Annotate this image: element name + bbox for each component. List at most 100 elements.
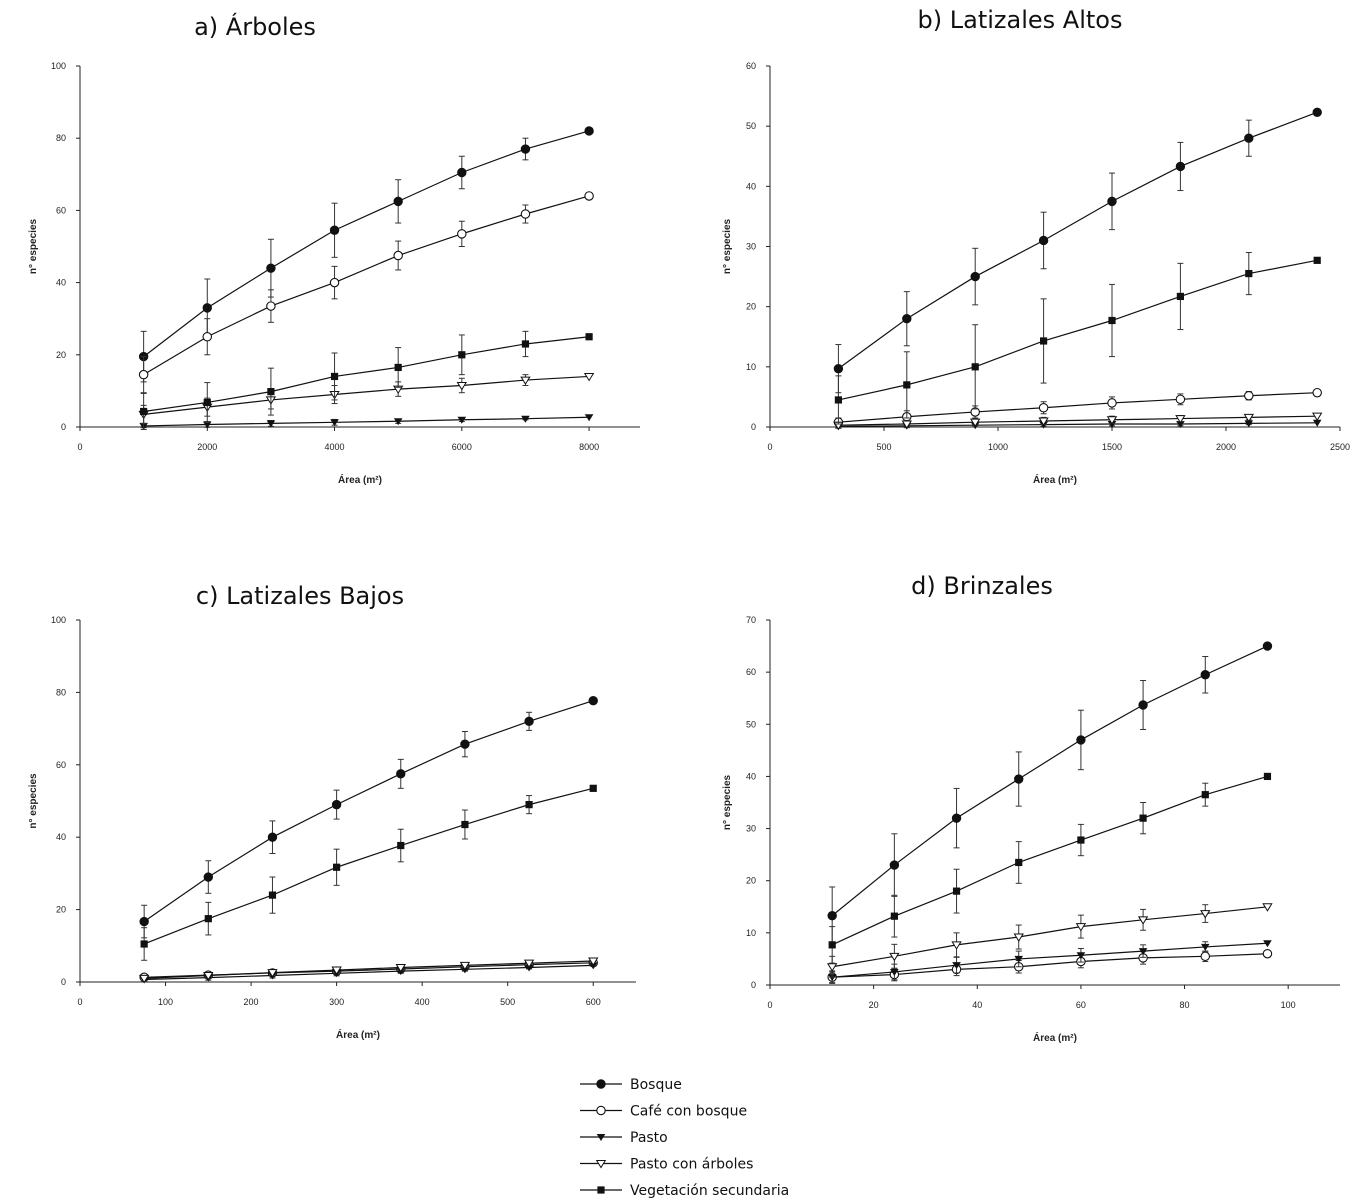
data-point xyxy=(889,860,900,870)
y-tick-label: 30 xyxy=(746,242,756,252)
data-point xyxy=(588,957,599,966)
x-tick-label: 100 xyxy=(158,997,173,1007)
y-tick-label: 60 xyxy=(56,205,66,215)
series-bosque xyxy=(833,107,1322,394)
y-tick-label: 0 xyxy=(751,980,756,990)
data-point xyxy=(140,407,148,416)
data-point xyxy=(458,351,466,359)
data-point xyxy=(267,969,278,978)
legend-item-bosque: Bosque xyxy=(580,1077,682,1093)
data-point xyxy=(1176,420,1185,428)
data-point xyxy=(1108,316,1116,325)
data-point xyxy=(833,363,844,374)
data-point xyxy=(330,372,339,381)
legend-label: Bosque xyxy=(630,1077,682,1093)
x-axis-label: Área (m²) xyxy=(338,473,382,486)
data-point xyxy=(1014,774,1024,784)
data-point xyxy=(266,263,276,273)
data-point xyxy=(202,421,212,429)
legend-item-pasto: Pasto xyxy=(580,1130,668,1146)
data-point xyxy=(140,940,148,948)
data-point xyxy=(1175,415,1186,424)
data-point xyxy=(1077,836,1085,844)
legend-item-pasto-con-arboles: Pasto con árboles xyxy=(580,1157,753,1173)
data-point xyxy=(1138,700,1148,710)
chart-title: a) Árboles xyxy=(194,12,316,41)
data-point xyxy=(1244,420,1254,428)
data-point xyxy=(1107,398,1117,408)
x-tick-label: 0 xyxy=(767,1000,772,1010)
data-point xyxy=(1200,943,1210,951)
data-point xyxy=(1076,735,1086,745)
series-line xyxy=(832,942,1268,978)
data-point xyxy=(395,964,406,973)
data-point xyxy=(329,225,340,235)
data-point xyxy=(203,872,214,882)
data-point xyxy=(1244,390,1254,401)
series-vegetacion-secundaria xyxy=(828,772,1272,964)
chart-panel-d: d) Brinzales 0 20 40 60 80 100 0 10 20 30 40 50 60 70 Á… xyxy=(722,572,1340,1044)
data-point xyxy=(523,959,535,969)
x-tick-label: 200 xyxy=(244,997,259,1007)
data-point xyxy=(1263,940,1272,948)
data-point xyxy=(952,887,961,895)
series-line xyxy=(143,700,594,923)
data-point xyxy=(951,941,962,950)
legend-marker xyxy=(596,1079,606,1089)
data-point xyxy=(1262,903,1273,912)
x-tick-label: 1000 xyxy=(988,442,1008,452)
data-point xyxy=(1014,955,1024,963)
chart-panel-c: c) Latizales Bajos 0 100 200 300 400 500 600 0 20… xyxy=(28,582,636,1041)
data-point xyxy=(889,952,900,962)
y-tick-label: 20 xyxy=(56,350,66,360)
x-tick-label: 500 xyxy=(500,997,515,1007)
data-point xyxy=(1200,951,1211,962)
series-line xyxy=(838,415,1318,426)
x-tick-label: 20 xyxy=(869,1000,879,1010)
legend-marker xyxy=(597,1186,605,1194)
data-point xyxy=(202,331,213,342)
x-tick-label: 500 xyxy=(876,442,891,452)
x-tick-label: 600 xyxy=(586,997,601,1007)
data-point xyxy=(331,966,342,976)
y-tick-label: 20 xyxy=(746,876,756,886)
data-point xyxy=(139,916,149,927)
data-point xyxy=(393,250,403,261)
chart-title: b) Latizales Altos xyxy=(918,6,1123,34)
data-point xyxy=(138,369,149,380)
data-point xyxy=(1038,402,1049,413)
data-point xyxy=(1176,292,1184,301)
y-tick-label: 20 xyxy=(56,905,66,915)
legend-label: Café con bosque xyxy=(630,1104,747,1120)
data-point xyxy=(1263,772,1272,781)
legend-label: Vegetación secundaria xyxy=(630,1183,789,1199)
chart-title: d) Brinzales xyxy=(911,572,1053,600)
data-point xyxy=(1200,910,1211,919)
data-point xyxy=(203,971,214,981)
data-point xyxy=(826,963,838,972)
data-point xyxy=(460,739,470,749)
series-line xyxy=(144,964,594,981)
data-point xyxy=(971,363,979,371)
series-line xyxy=(831,645,1268,917)
data-point xyxy=(397,841,405,850)
y-tick-label: 60 xyxy=(746,667,756,677)
data-point xyxy=(330,419,339,427)
series-line xyxy=(838,111,1318,370)
x-tick-label: 2000 xyxy=(1216,442,1236,452)
data-point xyxy=(520,144,531,154)
legend-marker xyxy=(596,1105,606,1116)
x-tick-label: 400 xyxy=(415,997,430,1007)
data-point xyxy=(1245,269,1253,278)
data-point xyxy=(588,696,598,706)
data-point xyxy=(1075,923,1087,932)
x-tick-label: 40 xyxy=(972,1000,982,1010)
x-axis-label: Área (m²) xyxy=(1033,473,1077,486)
data-point xyxy=(267,388,275,396)
series-pasto-con-arboles xyxy=(833,412,1323,431)
data-point xyxy=(1312,387,1322,398)
y-tick-label: 40 xyxy=(56,832,66,842)
y-tick-label: 80 xyxy=(56,133,66,143)
data-point xyxy=(584,414,594,422)
